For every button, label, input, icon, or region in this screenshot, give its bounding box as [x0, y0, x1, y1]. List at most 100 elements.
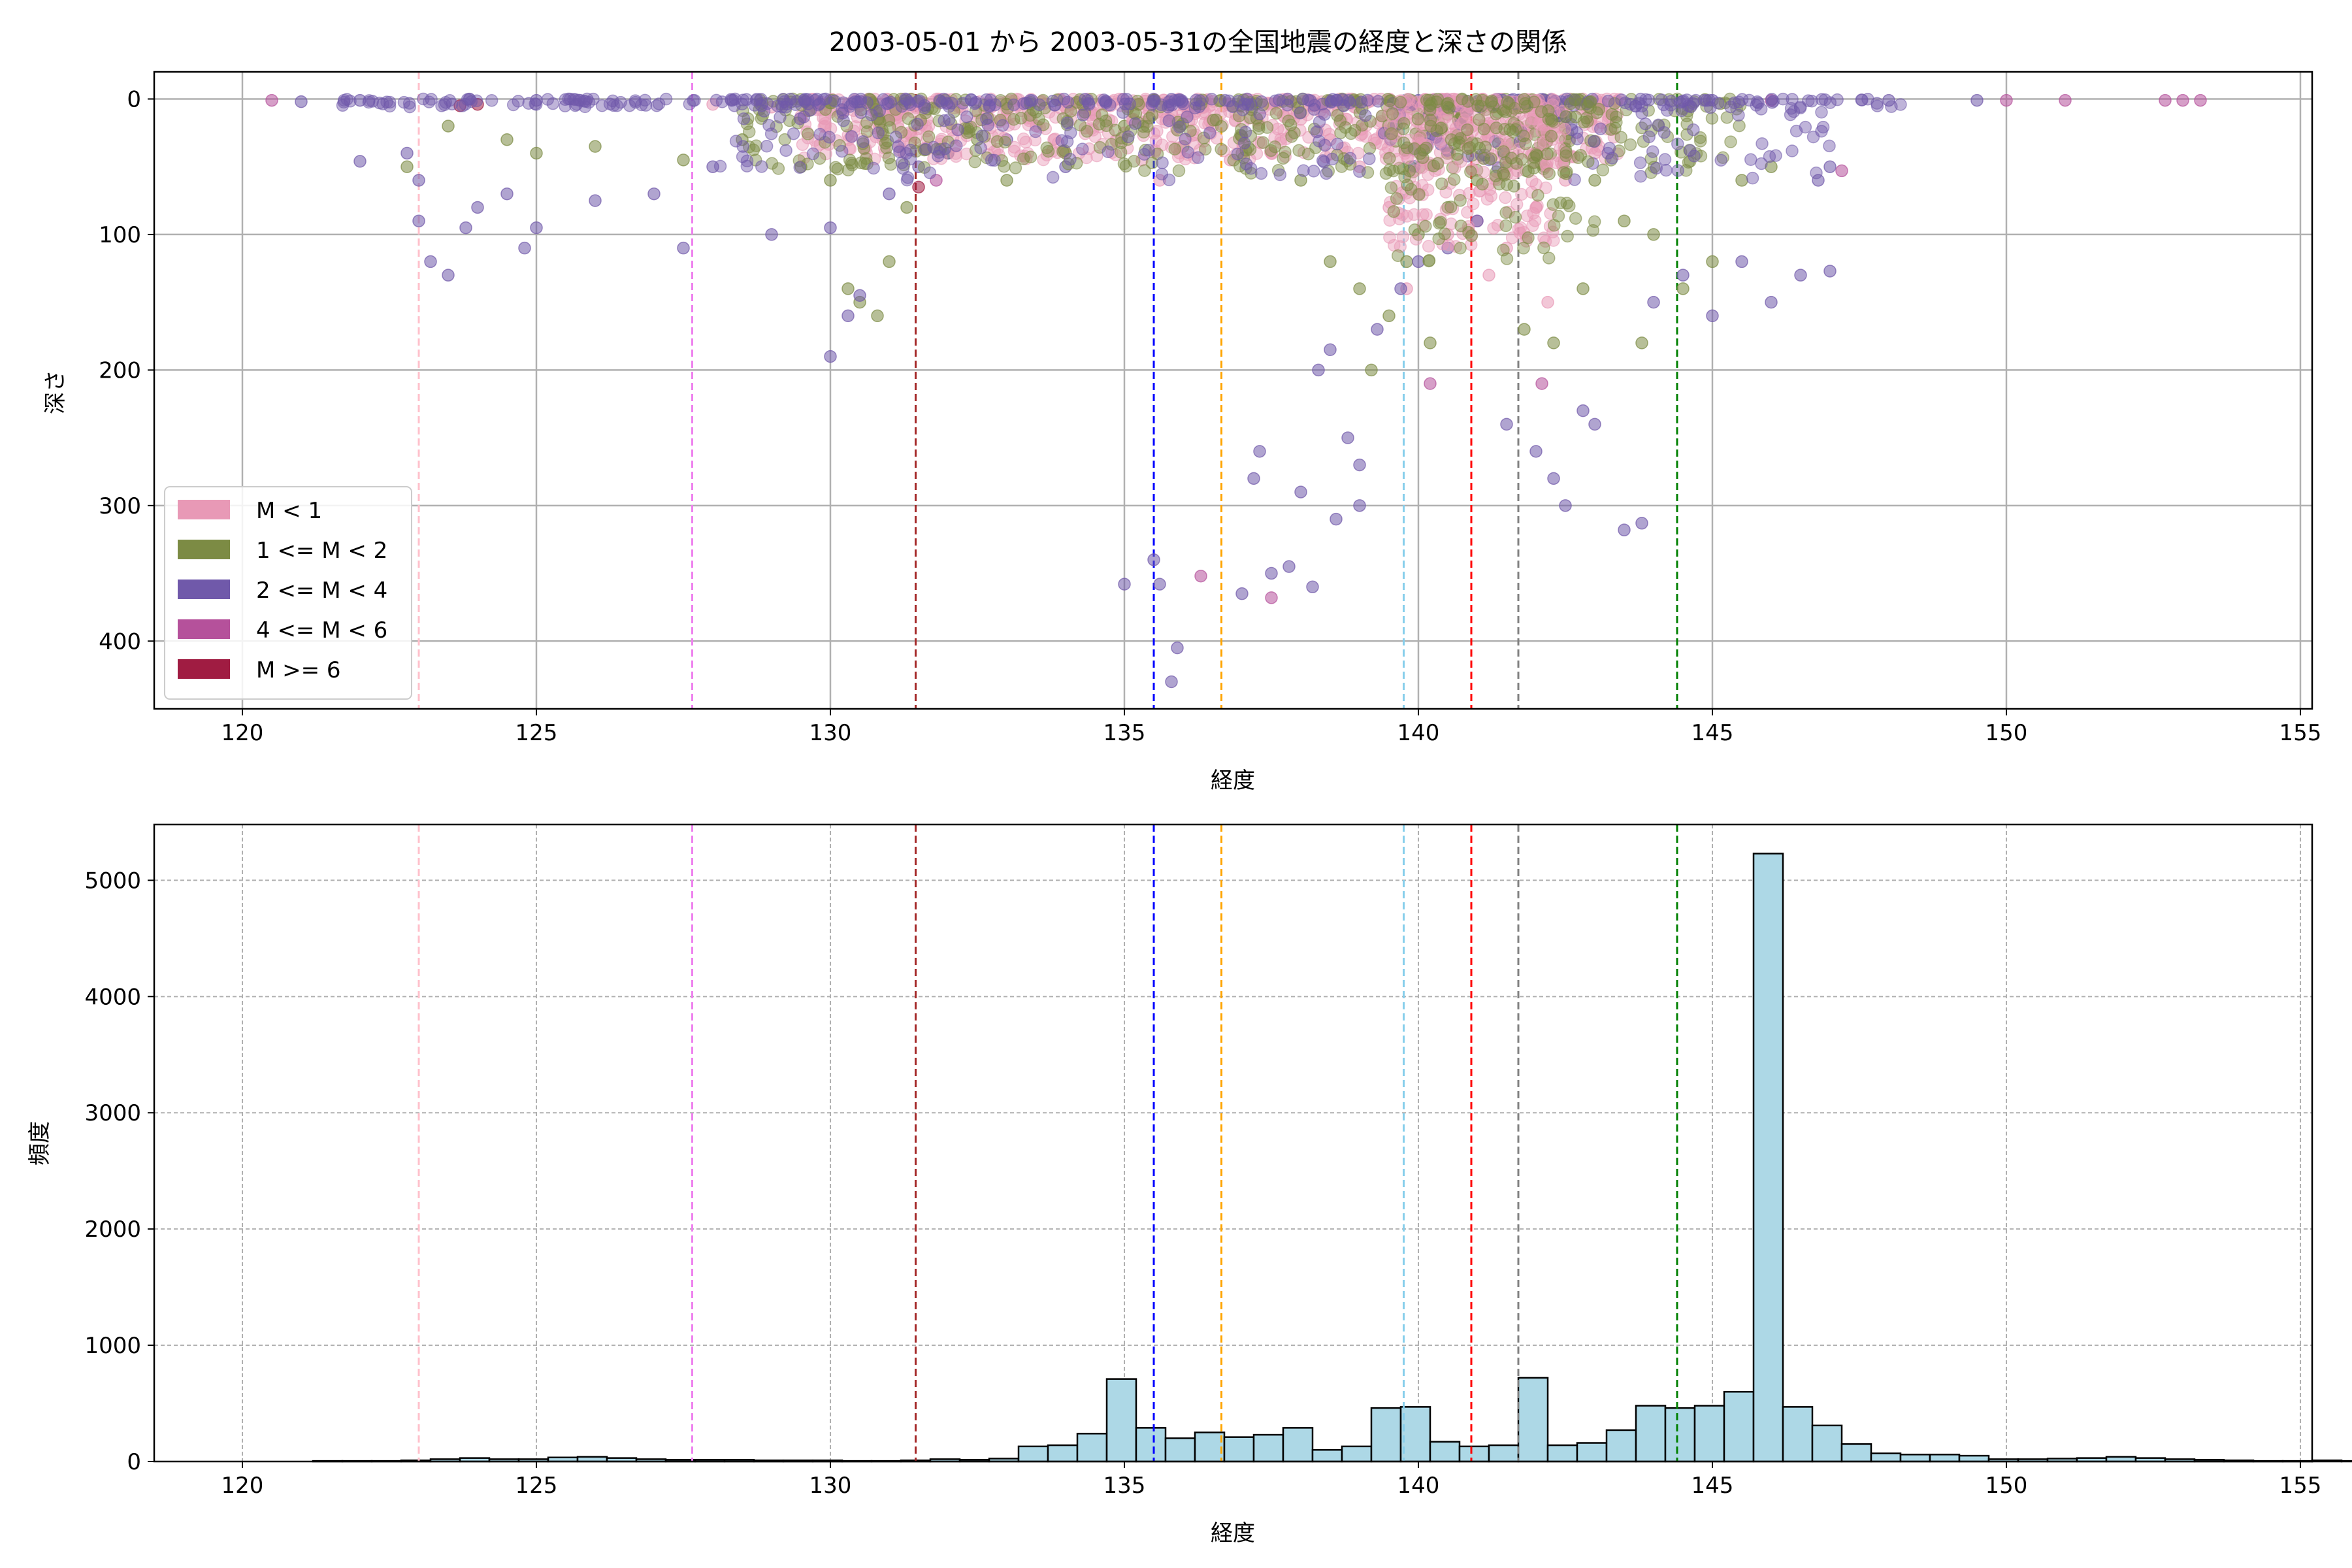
legend-label: M >= 6 [256, 657, 341, 683]
scatter-point [1554, 196, 1567, 210]
scatter-point [1435, 177, 1448, 191]
scatter-point [1411, 112, 1425, 126]
scatter-point [1215, 142, 1228, 156]
scatter-point [1424, 377, 1437, 390]
scatter-point [1041, 144, 1055, 158]
scatter-point [383, 99, 397, 113]
scatter-point [1588, 215, 1601, 229]
scatter-point [1294, 174, 1307, 187]
scatter-point [749, 139, 763, 152]
histogram-bar [1576, 1442, 1608, 1463]
scatter-point [1269, 106, 1283, 120]
scatter-point [1398, 170, 1411, 184]
scatter-point [824, 221, 837, 235]
histogram-bar [1782, 1406, 1814, 1463]
histogram-panel: 120 125 130 135 140 145 150 155 0 1000 2000 3000 40… [27, 823, 2352, 1546]
scatter-point [1706, 255, 1719, 269]
scatter-point [1117, 93, 1130, 106]
scatter-point [764, 127, 778, 140]
scatter-point [867, 161, 880, 175]
scatter-point [1237, 137, 1251, 150]
scatter-point [1239, 157, 1253, 171]
scatter-point [1693, 135, 1707, 148]
scatter-point [950, 139, 963, 152]
scatter-point [1789, 124, 1803, 138]
scatter-point [1477, 165, 1490, 179]
scatter-point [1024, 150, 1037, 163]
scatter-point [1029, 125, 1042, 139]
scatter-point [1609, 122, 1622, 135]
scatter-point [1277, 152, 1290, 165]
scatter-point [1387, 164, 1400, 178]
scatter-point [614, 95, 627, 109]
scatter-point [589, 140, 602, 153]
scatter-point [1671, 137, 1684, 151]
series-3 [265, 93, 2207, 604]
scatter-point [1122, 130, 1135, 143]
scatter-point [471, 201, 484, 214]
scatter-point [1419, 220, 1432, 233]
histogram-bar [2340, 1460, 2352, 1463]
scatter-point [883, 187, 896, 201]
scatter-point [1404, 102, 1418, 116]
histogram-bar [1341, 1445, 1373, 1463]
scatter-point [1596, 163, 1610, 176]
scatter-point [1335, 141, 1349, 155]
scatter-point [1109, 123, 1122, 137]
histogram-x-tick-label: 150 [1985, 1473, 2028, 1499]
legend-label: 2 <= M < 4 [256, 578, 387, 604]
scatter-point [836, 106, 849, 120]
scatter-point [1475, 99, 1488, 113]
scatter-point [1646, 145, 1659, 158]
scatter-point [857, 135, 870, 148]
scatter-point [1147, 553, 1160, 566]
scatter-point [1541, 295, 1554, 309]
scatter-point [1000, 174, 1013, 187]
histogram-bar [1488, 1444, 1520, 1463]
scatter-point [265, 93, 278, 107]
scatter-point [1307, 103, 1321, 116]
scatter-x-tick-label: 145 [1691, 720, 1734, 746]
scatter-point [1394, 95, 1407, 109]
scatter-point [530, 221, 543, 235]
scatter-point [1546, 114, 1559, 127]
histogram-plot-area [154, 825, 2312, 1462]
scatter-point [1431, 93, 1445, 106]
scatter-point [603, 97, 617, 110]
scatter-point [412, 214, 425, 227]
histogram-y-tick-label: 5000 [84, 868, 141, 894]
scatter-point [1510, 197, 1524, 211]
scatter-point [1294, 106, 1307, 120]
scatter-point [1385, 127, 1398, 140]
scatter-x-tick-label: 125 [515, 720, 558, 746]
scatter-point [2194, 93, 2207, 107]
scatter-point [743, 125, 756, 139]
scatter-point [1371, 95, 1385, 108]
scatter-point [1473, 113, 1486, 126]
scatter-point [1371, 116, 1385, 130]
scatter-point [1835, 164, 1848, 178]
scatter-point [1603, 142, 1616, 155]
scatter-point [1794, 269, 1807, 282]
scatter-point [1383, 94, 1396, 108]
scatter-point [1445, 133, 1458, 146]
scatter-point [465, 95, 478, 108]
scatter-point [801, 127, 815, 140]
scatter-point [1384, 181, 1398, 195]
scatter-point [1231, 147, 1245, 161]
scatter-point [1081, 93, 1094, 107]
scatter-point [1306, 580, 1319, 594]
scatter-point [1615, 93, 1628, 106]
scatter-point [677, 241, 690, 255]
scatter-point [1635, 336, 1648, 350]
histogram-y-tick-label: 2000 [84, 1217, 141, 1243]
scatter-point [1535, 377, 1548, 390]
scatter-point [659, 92, 673, 106]
scatter-point [1343, 96, 1357, 109]
scatter-point [1448, 172, 1461, 186]
scatter-point [1454, 241, 1467, 255]
scatter-point [530, 146, 543, 160]
scatter-point [1007, 98, 1021, 112]
histogram-bar [1223, 1436, 1255, 1463]
scatter-point [1061, 95, 1075, 109]
